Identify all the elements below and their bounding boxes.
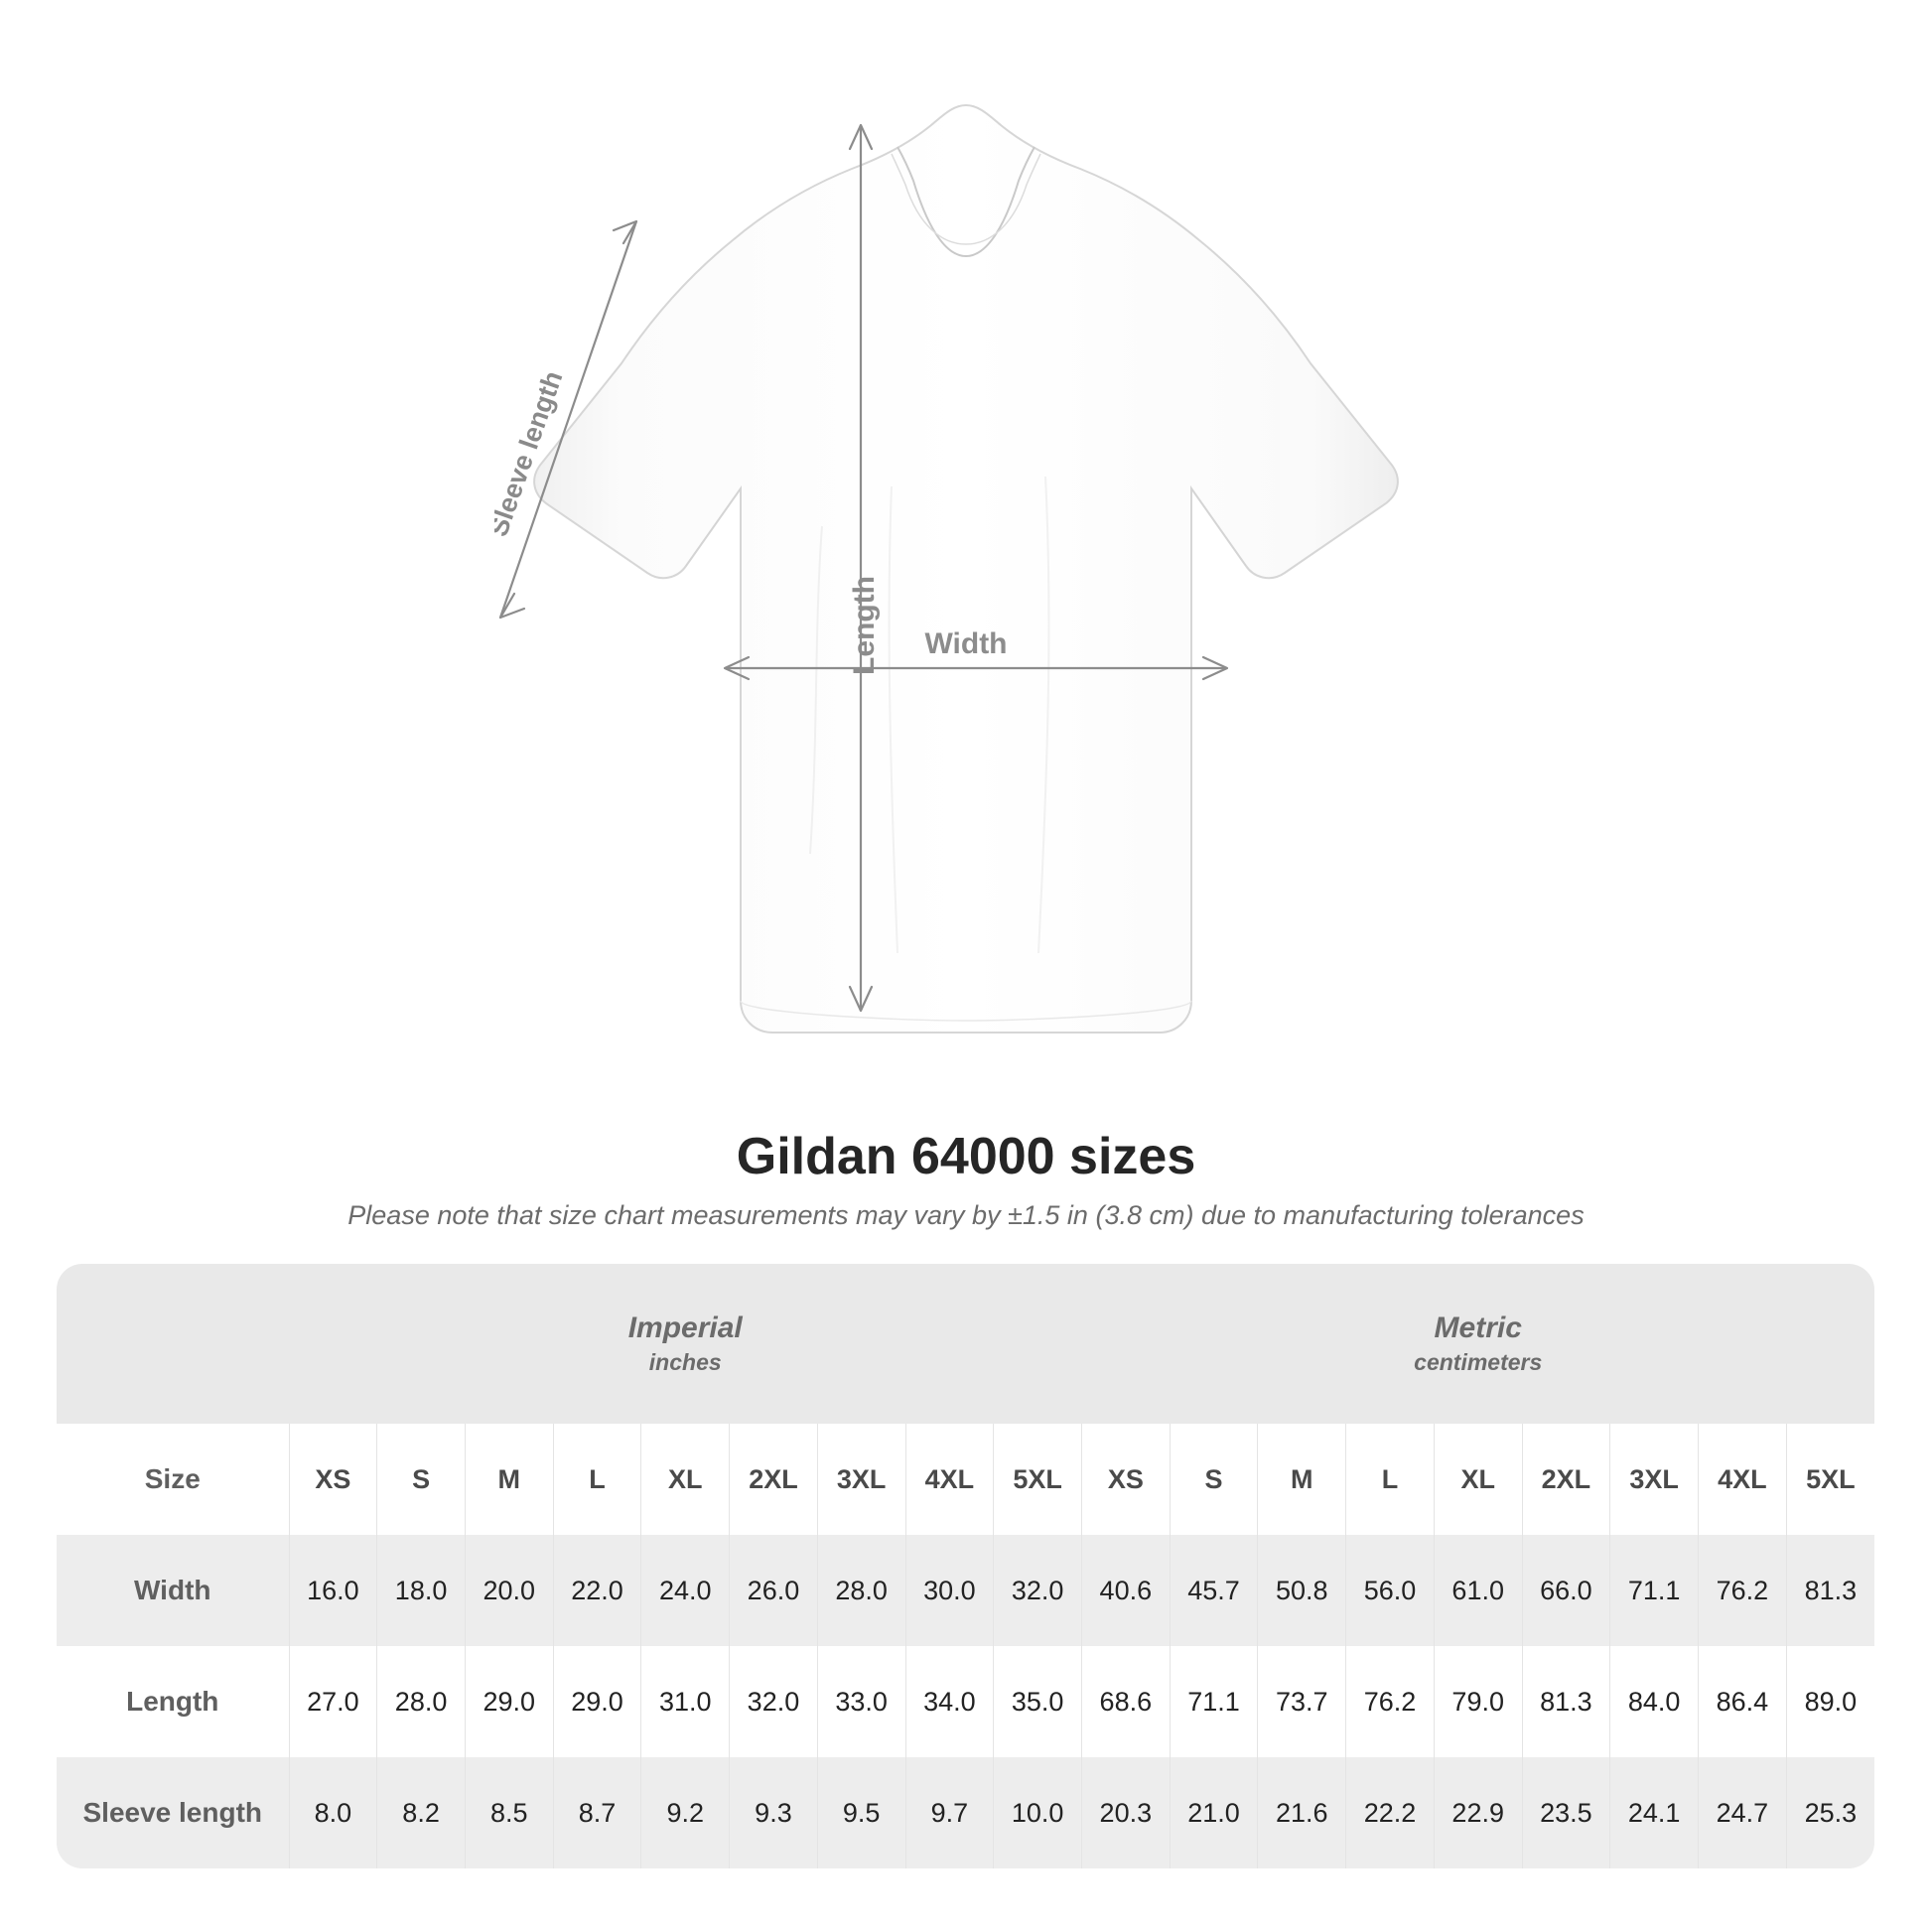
svg-text:Width: Width <box>924 627 1007 660</box>
svg-text:Length: Length <box>848 576 881 675</box>
